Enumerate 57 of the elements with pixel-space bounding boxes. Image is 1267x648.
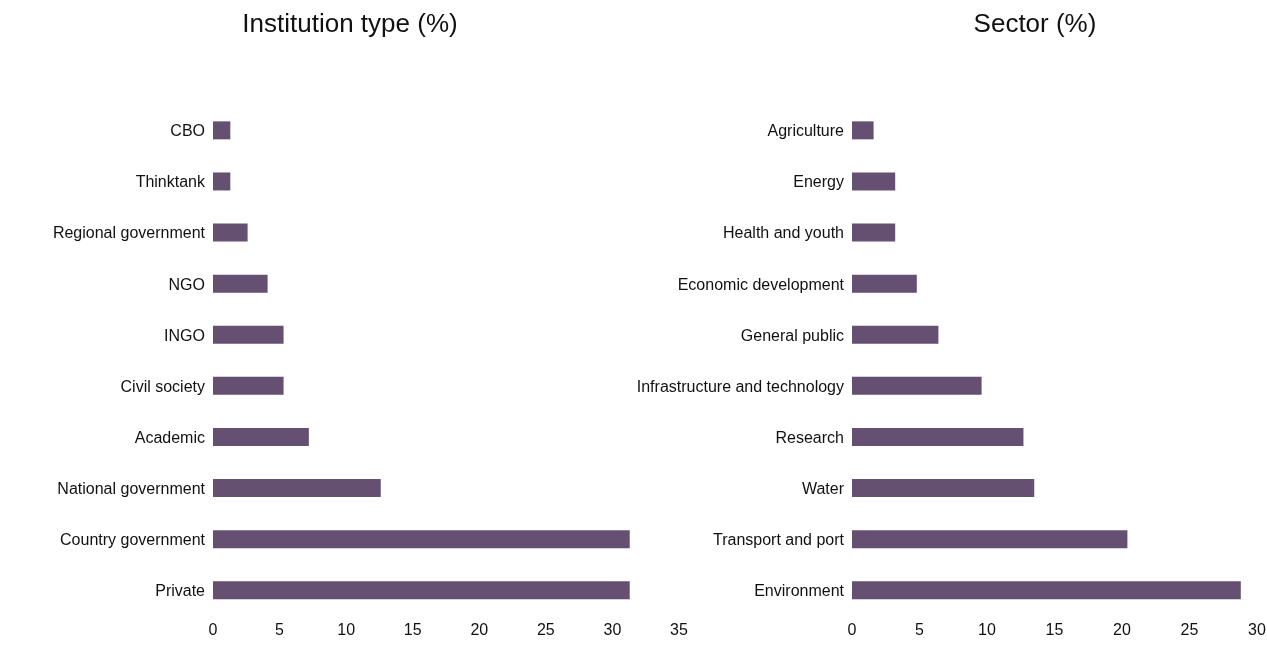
- bar: [213, 427, 309, 446]
- x-tick-label: 15: [1045, 621, 1064, 639]
- y-tick-label: Transport and port: [712, 531, 845, 549]
- y-tick-label: Water: [801, 479, 845, 497]
- bar: [213, 223, 248, 242]
- bar: [213, 172, 231, 191]
- bar: [852, 172, 896, 191]
- y-tick-label: Energy: [793, 173, 844, 191]
- bar: [213, 121, 231, 140]
- y-tick-label: Private: [155, 582, 206, 600]
- x-tick-label: 20: [470, 621, 489, 639]
- y-tick-label: Regional government: [52, 224, 206, 242]
- y-tick-label: General public: [740, 326, 844, 344]
- y-tick-label: Infrastructure and technology: [636, 377, 844, 395]
- y-tick-label: Environment: [754, 582, 845, 600]
- bar: [852, 530, 1128, 549]
- x-tick-label: 30: [603, 621, 622, 639]
- y-tick-label: CBO: [170, 122, 205, 140]
- x-tick-label: 25: [1180, 621, 1199, 639]
- x-tick-label: 20: [1113, 621, 1131, 639]
- x-tick-label: 10: [337, 621, 356, 639]
- y-tick-label: Thinktank: [135, 173, 206, 191]
- bar: [852, 427, 1024, 446]
- y-tick-label: National government: [57, 479, 206, 497]
- bar: [213, 274, 268, 293]
- bar: [852, 325, 939, 344]
- y-tick-label: Agriculture: [767, 122, 845, 140]
- x-tick-label: 5: [915, 621, 925, 639]
- x-tick-label: 0: [847, 621, 857, 639]
- bar: [213, 325, 284, 344]
- bar: [852, 223, 896, 242]
- bar: [852, 581, 1241, 600]
- x-tick-label: 10: [978, 621, 996, 639]
- bar: [213, 581, 630, 600]
- y-tick-label: Country government: [60, 531, 206, 549]
- x-tick-label: 5: [275, 621, 285, 639]
- x-tick-label: 35: [670, 621, 688, 639]
- x-tick-label: 25: [536, 621, 555, 639]
- x-tick-label: 15: [403, 621, 422, 639]
- bar: [852, 479, 1035, 498]
- chart-title: Institution type (%): [241, 8, 459, 39]
- y-tick-label: Civil society: [120, 377, 205, 395]
- x-tick-label: 0: [208, 621, 218, 639]
- y-tick-label: INGO: [164, 326, 205, 344]
- bar: [852, 121, 874, 140]
- y-tick-label: NGO: [168, 275, 205, 293]
- y-tick-label: Economic development: [677, 275, 845, 293]
- bar: [213, 479, 381, 498]
- bar: [213, 530, 630, 549]
- bar: [213, 376, 284, 395]
- y-tick-label: Health and youth: [723, 224, 844, 242]
- y-tick-label: Research: [775, 428, 844, 446]
- bar: [852, 376, 982, 395]
- chart-title: Sector (%): [972, 8, 1098, 39]
- x-tick-label: 30: [1248, 621, 1266, 639]
- y-tick-label: Academic: [134, 428, 205, 446]
- bar: [852, 274, 917, 293]
